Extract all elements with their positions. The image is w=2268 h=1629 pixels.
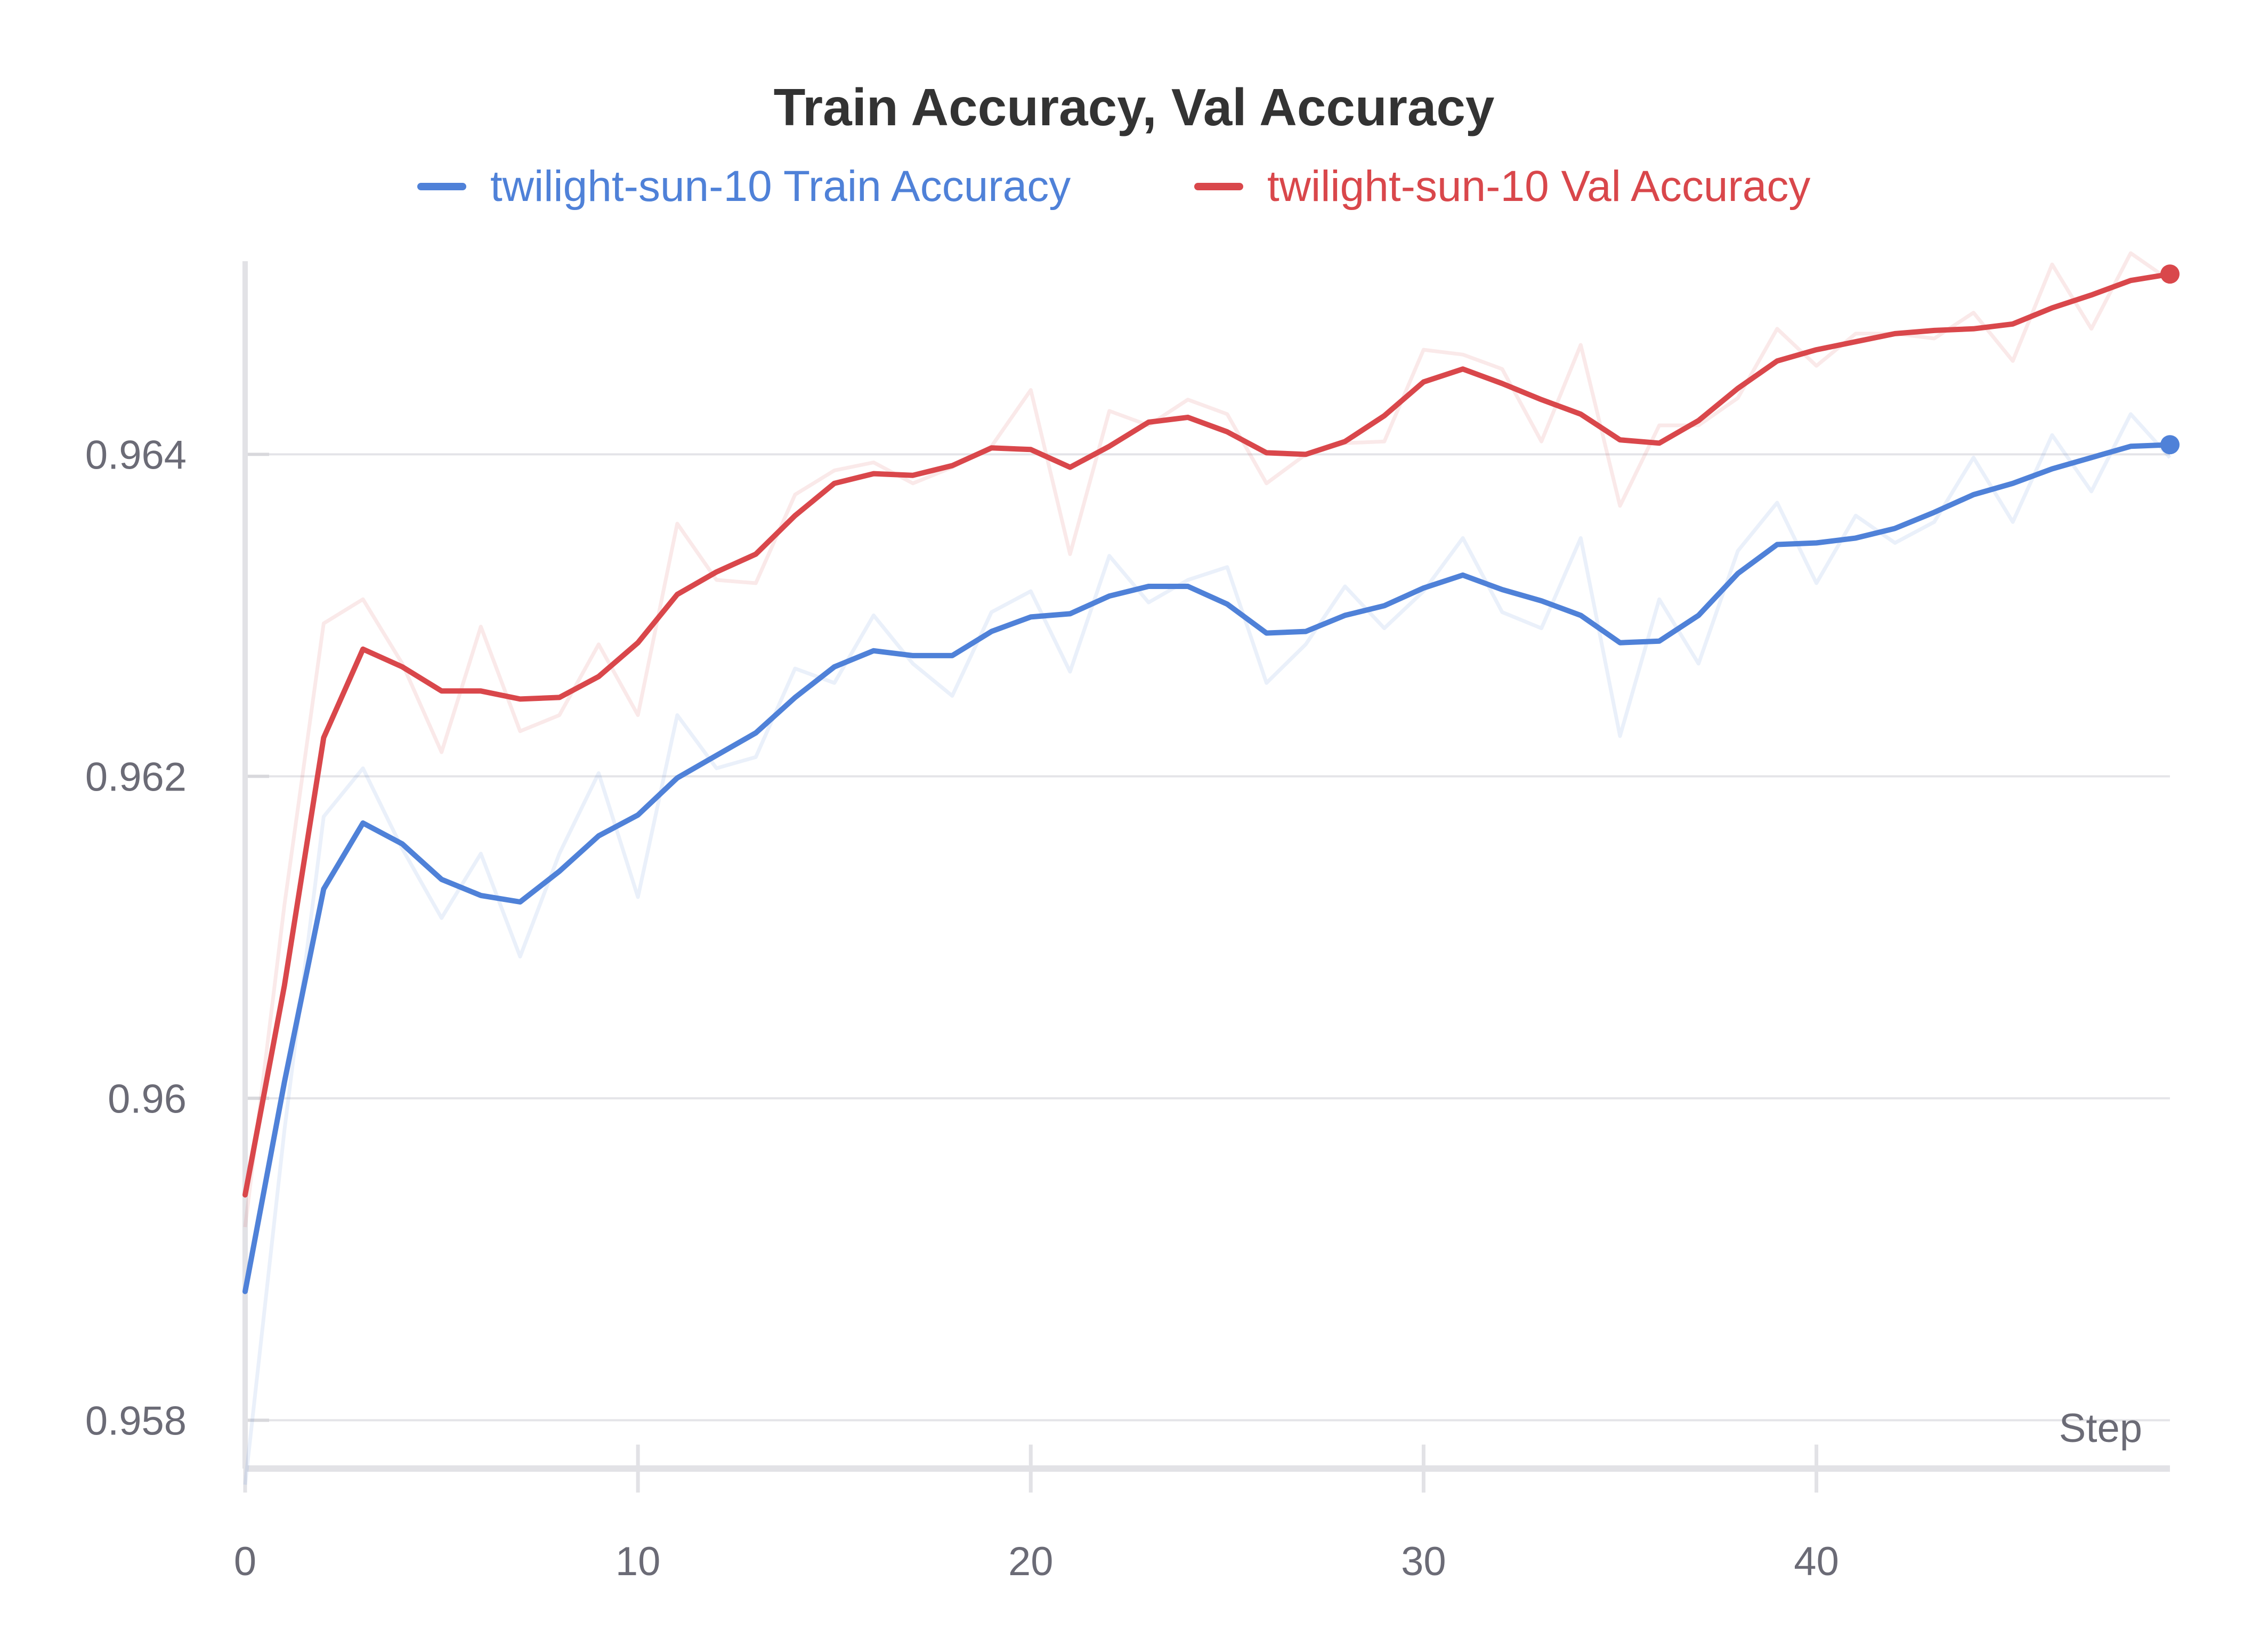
- axes: 0.958 0.96 0.962 0.964 0 10 20 30 40: [85, 261, 2170, 1584]
- legend-item-train[interactable]: twilight-sun-10 Train Accuracy: [417, 162, 1071, 211]
- chart-title: Train Accuracy, Val Accuracy: [774, 78, 1495, 136]
- x-tick-label: 30: [1401, 1539, 1446, 1584]
- series-line-train-raw: [243, 412, 2172, 1485]
- legend-label-train: twilight-sun-10 Train Accuracy: [490, 162, 1071, 211]
- x-axis-label: Step: [2059, 1406, 2142, 1451]
- x-tick-label: 40: [1794, 1539, 1839, 1584]
- series-line-train[interactable]: [242, 442, 2173, 1294]
- x-tick-label: 0: [234, 1539, 256, 1584]
- x-tick-label: 10: [615, 1539, 661, 1584]
- legend-item-val[interactable]: twilight-sun-10 Val Accuracy: [1194, 162, 1810, 211]
- legend-label-val: twilight-sun-10 Val Accuracy: [1267, 162, 1810, 211]
- y-tick-label: 0.958: [85, 1398, 187, 1443]
- y-tick-label: 0.962: [85, 754, 187, 800]
- grid-lines: [245, 453, 2170, 1422]
- series-end-point-val[interactable]: [2160, 264, 2180, 284]
- series-line-val-raw: [243, 251, 2171, 1228]
- y-tick-label: 0.96: [108, 1076, 187, 1122]
- series-end-point-train[interactable]: [2160, 435, 2180, 455]
- legend: twilight-sun-10 Train Accuracy twilight-…: [417, 162, 1810, 211]
- y-tick-label: 0.964: [85, 432, 187, 478]
- series-line-val[interactable]: [242, 271, 2173, 1198]
- x-tick-label: 20: [1008, 1539, 1054, 1584]
- series-lines: [242, 251, 2180, 1485]
